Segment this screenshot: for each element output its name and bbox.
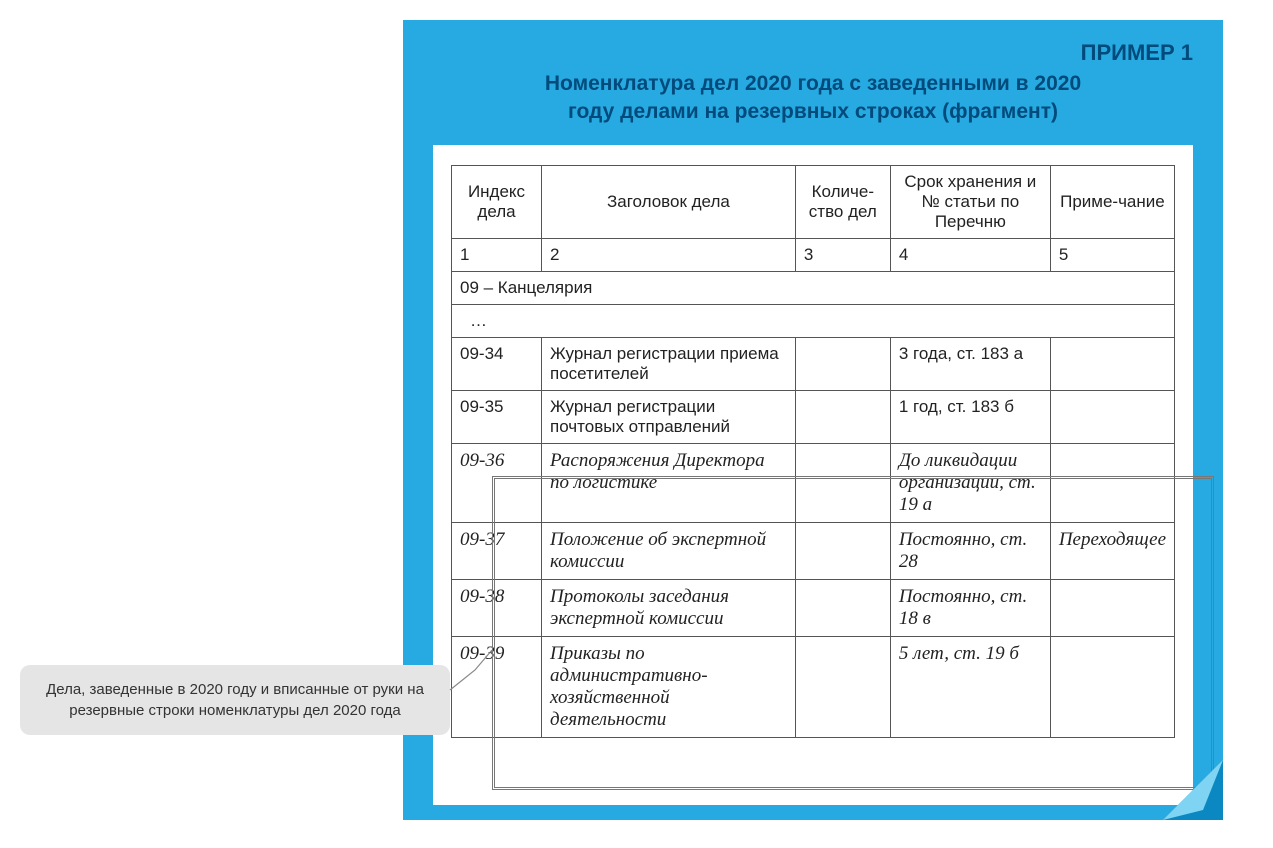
table-body: 09 – Канцелярия … 09-34Журнал регистраци…: [452, 271, 1175, 737]
callout-text: Дела, заведенные в 2020 году и вписанные…: [46, 681, 424, 719]
table-row: 09-35Журнал регистрации почтовых отправл…: [452, 390, 1175, 443]
colnum-2: 2: [542, 238, 796, 271]
col-note-header: Приме-чание: [1050, 165, 1174, 238]
section-row: 09 – Канцелярия: [452, 271, 1175, 304]
colnum-3: 3: [795, 238, 890, 271]
cell-index: 09-35: [452, 390, 542, 443]
cell-term: 5 лет, ст. 19 б: [890, 636, 1050, 737]
cell-title: Положение об экспертной комиссии: [542, 522, 796, 579]
example-title: Номенклатура дел 2020 года с заведенными…: [433, 70, 1193, 127]
cell-title: Распоряжения Директора по логистике: [542, 443, 796, 522]
col-qty-header: Количе-ство дел: [795, 165, 890, 238]
cell-qty: [795, 522, 890, 579]
cell-qty: [795, 337, 890, 390]
table-row: 09-38Протоколы заседания экспертной коми…: [452, 579, 1175, 636]
cell-title: Приказы по административно-хозяйственной…: [542, 636, 796, 737]
title-line-2: году делами на резервных строках (фрагме…: [568, 100, 1058, 123]
col-title-header: Заголовок дела: [542, 165, 796, 238]
page-curl-icon: [1163, 760, 1223, 820]
header-row: Индекс дела Заголовок дела Количе-ство д…: [452, 165, 1175, 238]
table-row: 09-39Приказы по административно-хозяйств…: [452, 636, 1175, 737]
cell-note: [1050, 579, 1174, 636]
table-row: 09-37Положение об экспертной комиссии Пос…: [452, 522, 1175, 579]
cell-term: До ликвидации организации, ст. 19 а: [890, 443, 1050, 522]
table-row: 09-36Распоряжения Директора по логистике…: [452, 443, 1175, 522]
cell-term: 3 года, ст. 183 а: [890, 337, 1050, 390]
cell-index: 09-36: [452, 443, 542, 522]
colnum-1: 1: [452, 238, 542, 271]
cell-note: [1050, 636, 1174, 737]
cell-title: Протоколы заседания экспертной комиссии: [542, 579, 796, 636]
callout-box: Дела, заведенные в 2020 году и вписанные…: [20, 665, 450, 735]
ellipsis-cell: …: [452, 304, 1175, 337]
example-frame: ПРИМЕР 1 Номенклатура дел 2020 года с за…: [403, 20, 1223, 820]
cell-index: 09-38: [452, 579, 542, 636]
cell-qty: [795, 579, 890, 636]
cell-note: [1050, 390, 1174, 443]
ellipsis-row: …: [452, 304, 1175, 337]
table-row: 09-34Журнал регистрации приема посетител…: [452, 337, 1175, 390]
number-row: 1 2 3 4 5: [452, 238, 1175, 271]
cell-qty: [795, 636, 890, 737]
page-container: ПРИМЕР 1 Номенклатура дел 2020 года с за…: [20, 20, 1253, 828]
paper-sheet: Индекс дела Заголовок дела Количе-ство д…: [433, 145, 1193, 805]
cell-term: Постоянно, ст. 28: [890, 522, 1050, 579]
section-cell: 09 – Канцелярия: [452, 271, 1175, 304]
cell-title: Журнал регистрации приема посетителей: [542, 337, 796, 390]
title-line-1: Номенклатура дел 2020 года с заведенными…: [545, 72, 1081, 95]
cell-note: [1050, 337, 1174, 390]
cell-term: Постоянно, ст. 18 в: [890, 579, 1050, 636]
col-term-header: Срок хранения и № статьи по Перечню: [890, 165, 1050, 238]
nomenclature-table: Индекс дела Заголовок дела Количе-ство д…: [451, 165, 1175, 738]
cell-qty: [795, 390, 890, 443]
colnum-5: 5: [1050, 238, 1174, 271]
cell-note: Переходящее: [1050, 522, 1174, 579]
cell-qty: [795, 443, 890, 522]
example-number: ПРИМЕР 1: [433, 40, 1193, 66]
col-index-header: Индекс дела: [452, 165, 542, 238]
colnum-4: 4: [890, 238, 1050, 271]
cell-index: 09-37: [452, 522, 542, 579]
cell-note: [1050, 443, 1174, 522]
cell-index: 09-34: [452, 337, 542, 390]
cell-term: 1 год, ст. 183 б: [890, 390, 1050, 443]
cell-title: Журнал регистрации почтовых отправлений: [542, 390, 796, 443]
cell-index: 09-39: [452, 636, 542, 737]
